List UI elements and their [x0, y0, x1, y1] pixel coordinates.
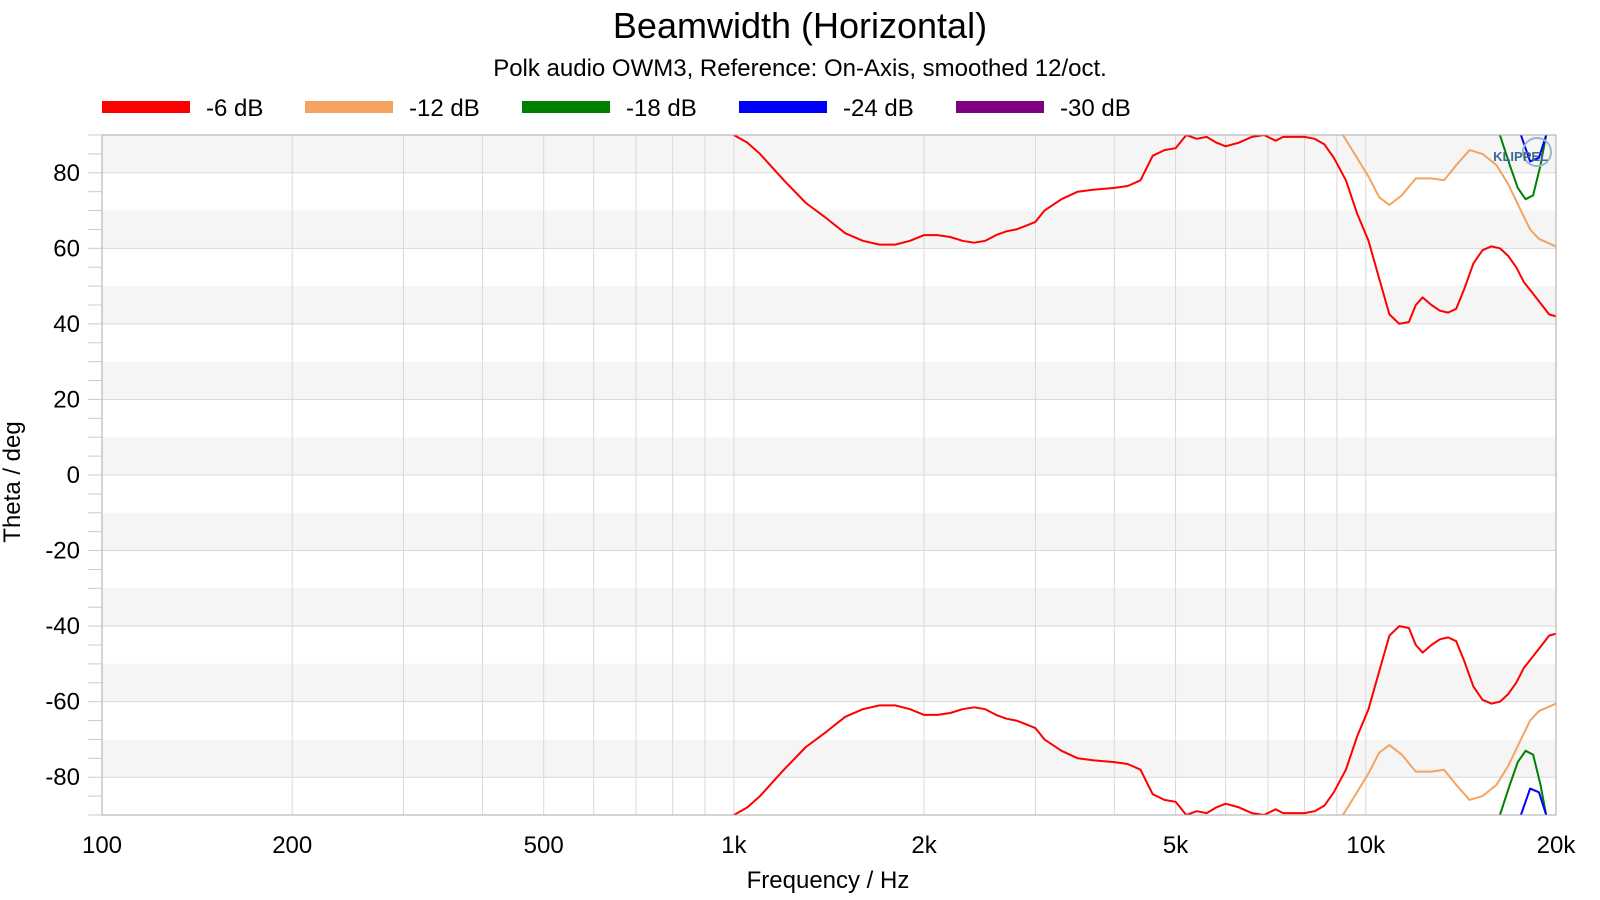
band [102, 437, 1556, 475]
series-line-lower [1342, 702, 1556, 815]
band [102, 210, 1556, 249]
y-axis-label: Theta / deg [0, 421, 26, 542]
background-bands [102, 135, 1556, 778]
y-tick-labels: 80 60 40 20 0 -20 -40 -60 -80 [45, 160, 80, 791]
y-tick-label: 20 [53, 386, 80, 413]
legend: -6 dB -12 dB -18 dB -24 dB -30 dB [102, 95, 1131, 122]
x-tick-label: 200 [272, 832, 312, 859]
y-tick-label: 60 [53, 235, 80, 262]
band [102, 663, 1556, 702]
y-tick-label: -80 [45, 764, 80, 791]
band [102, 512, 1556, 551]
series-line-upper [1519, 135, 1548, 163]
legend-swatch [739, 101, 827, 113]
x-tick-label: 20k [1537, 832, 1577, 859]
band [102, 588, 1556, 627]
band [102, 286, 1556, 324]
series-line-lower [1519, 787, 1548, 815]
x-axis-label: Frequency / Hz [747, 867, 910, 894]
legend-label: -6 dB [206, 95, 263, 122]
legend-label: -18 dB [626, 95, 697, 122]
series-curves [733, 135, 1556, 815]
y-tick-label: 40 [53, 311, 80, 338]
chart-title: Beamwidth (Horizontal) [613, 5, 987, 46]
band [102, 739, 1556, 778]
y-tick-label: -40 [45, 613, 80, 640]
x-tick-label: 1k [721, 832, 747, 859]
legend-swatch [956, 101, 1044, 113]
legend-swatch [305, 101, 393, 113]
y-tick-label: 80 [53, 160, 80, 187]
grid-lines [102, 135, 1556, 815]
band [102, 135, 1556, 173]
series-line-lower [1498, 749, 1548, 815]
x-tick-label: 100 [82, 832, 122, 859]
x-tick-labels: 100 200 500 1k 2k 5k 10k 20k [82, 832, 1576, 859]
x-tick-label: 2k [911, 832, 937, 859]
y-tick-label: -60 [45, 689, 80, 716]
x-tick-label: 5k [1163, 832, 1189, 859]
series-line-upper [1342, 135, 1556, 248]
legend-label: -12 dB [409, 95, 480, 122]
legend-label: -30 dB [1060, 95, 1131, 122]
watermark-text: KLIPPEL [1493, 149, 1548, 164]
x-tick-label: 500 [524, 832, 564, 859]
band [102, 361, 1556, 400]
y-tick-label: -20 [45, 538, 80, 565]
chart-subtitle: Polk audio OWM3, Reference: On-Axis, smo… [493, 55, 1107, 82]
legend-swatch [522, 101, 610, 113]
legend-label: -24 dB [843, 95, 914, 122]
legend-swatch [102, 101, 190, 113]
x-tick-label: 10k [1346, 832, 1386, 859]
y-tick-label: 0 [67, 462, 80, 489]
klippel-watermark: KLIPPEL [1493, 137, 1552, 167]
series-line-upper [733, 135, 1556, 325]
y-minor-ticks [88, 134, 102, 816]
series-line-lower [733, 625, 1556, 815]
